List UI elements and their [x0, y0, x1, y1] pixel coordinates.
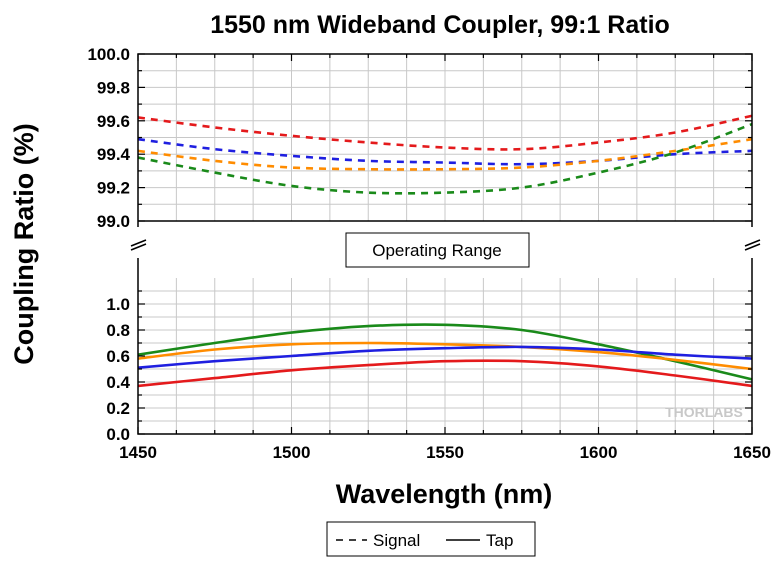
- y-tick-label-lower: 0.6: [106, 347, 130, 366]
- x-tick-label: 1650: [733, 443, 771, 462]
- x-axis-title: Wavelength (nm): [336, 479, 553, 509]
- legend-signal-label: Signal: [373, 531, 420, 550]
- legend: Signal Tap: [326, 521, 536, 557]
- y-tick-label-upper: 99.6: [97, 112, 130, 131]
- axis-break-marker-left: [130, 239, 147, 251]
- tick-labels: 1450 1500 1550 1600 1650 99.0 99.2 99.4 99.6 99.8…: [87, 45, 770, 462]
- tap-series-line-5: [137, 341, 753, 371]
- operating-range-label: Operating Range: [372, 241, 501, 260]
- y-tick-label-lower: 0.2: [106, 399, 130, 418]
- legend-tap-label: Tap: [486, 531, 513, 550]
- y-axis-title: Coupling Ratio (%): [9, 123, 39, 364]
- tick-marks: [137, 53, 753, 435]
- tap-series-line-6: [137, 345, 753, 369]
- operating-range-box: Operating Range: [345, 232, 530, 268]
- y-tick-label-upper: 99.8: [97, 78, 130, 97]
- legend-box: [326, 521, 536, 557]
- tap-series-line-4: [137, 323, 753, 381]
- x-tick-label: 1450: [119, 443, 157, 462]
- y-tick-label-upper: 99.4: [97, 145, 131, 164]
- x-tick-label: 1600: [580, 443, 618, 462]
- x-tick-label: 1500: [273, 443, 311, 462]
- y-tick-label-upper: 99.2: [97, 179, 130, 198]
- y-tick-label-lower: 0.8: [106, 321, 130, 340]
- thorlabs-watermark: THORLABS: [665, 404, 743, 420]
- tap-series-line-7: [137, 359, 753, 388]
- series-layer: [137, 114, 753, 388]
- axis-break-marker-right: [744, 239, 761, 251]
- y-tick-label-lower: 0.4: [106, 373, 130, 392]
- x-tick-label: 1550: [426, 443, 464, 462]
- y-tick-label-lower: 0.0: [106, 425, 130, 444]
- y-tick-label-upper: 100.0: [87, 45, 130, 64]
- y-tick-label-lower: 1.0: [106, 295, 130, 314]
- chart-title: 1550 nm Wideband Coupler, 99:1 Ratio: [210, 11, 670, 39]
- y-tick-label-upper: 99.0: [97, 212, 130, 231]
